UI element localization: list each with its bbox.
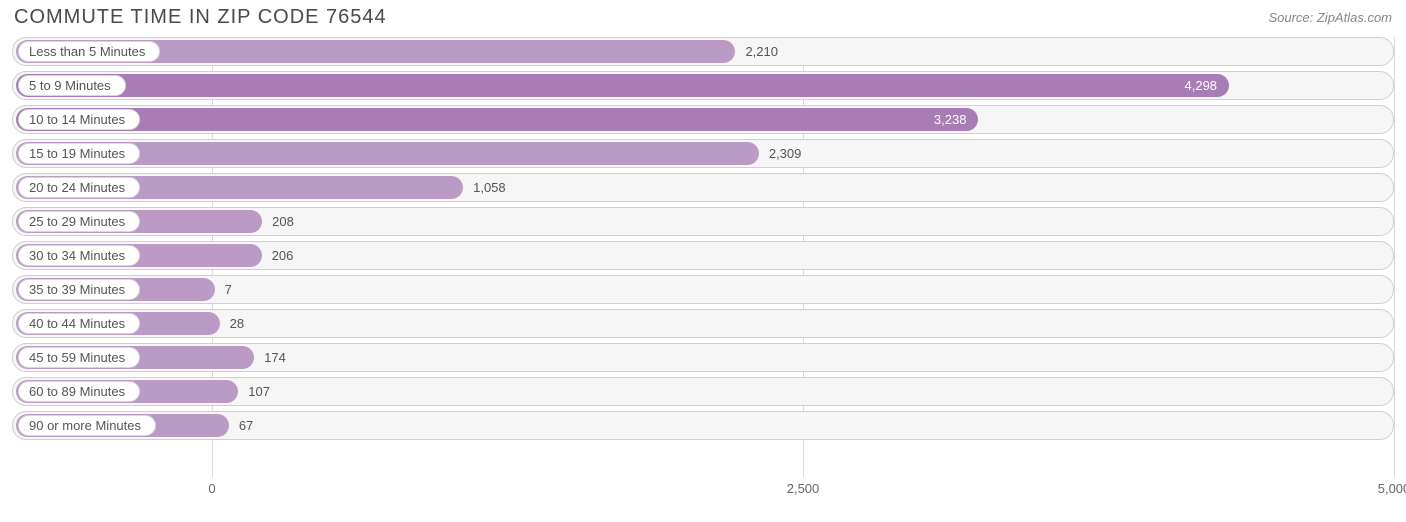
chart-plot-area: Less than 5 Minutes 2,210 5 to 9 Minutes4,… <box>12 37 1394 477</box>
bar-row: Less than 5 Minutes 2,210 <box>12 37 1394 66</box>
category-label: 40 to 44 Minutes <box>18 313 140 334</box>
category-label: 20 to 24 Minutes <box>18 177 140 198</box>
bar-row: 20 to 24 Minutes 1,058 <box>12 173 1394 202</box>
category-label: 25 to 29 Minutes <box>18 211 140 232</box>
value-label: 28 <box>220 310 244 337</box>
chart-title: COMMUTE TIME IN ZIP CODE 76544 <box>14 6 387 29</box>
chart-header: COMMUTE TIME IN ZIP CODE 76544 Source: Z… <box>0 0 1406 31</box>
category-label: Less than 5 Minutes <box>18 41 160 62</box>
bar-row: 40 to 44 Minutes 28 <box>12 309 1394 338</box>
category-label: 45 to 59 Minutes <box>18 347 140 368</box>
value-label: 3,238 <box>13 106 978 133</box>
category-label: 15 to 19 Minutes <box>18 143 140 164</box>
chart-rows: Less than 5 Minutes 2,210 5 to 9 Minutes4,… <box>12 37 1394 440</box>
value-label: 4,298 <box>13 72 1229 99</box>
bar-row: 30 to 34 Minutes 206 <box>12 241 1394 270</box>
value-label: 208 <box>262 208 294 235</box>
value-label: 174 <box>254 344 286 371</box>
bar-row: 5 to 9 Minutes4,298 <box>12 71 1394 100</box>
bar-row: 35 to 39 Minutes 7 <box>12 275 1394 304</box>
value-label: 107 <box>238 378 270 405</box>
bar-row: 45 to 59 Minutes 174 <box>12 343 1394 372</box>
bar-row: 10 to 14 Minutes3,238 <box>12 105 1394 134</box>
category-label: 60 to 89 Minutes <box>18 381 140 402</box>
value-label: 206 <box>262 242 294 269</box>
bar-row: 15 to 19 Minutes 2,309 <box>12 139 1394 168</box>
bar-row: 90 or more Minutes 67 <box>12 411 1394 440</box>
axis-tick-label: 2,500 <box>787 481 820 496</box>
category-label: 90 or more Minutes <box>18 415 156 436</box>
value-label: 2,309 <box>759 140 802 167</box>
value-label: 2,210 <box>735 38 778 65</box>
value-label: 1,058 <box>463 174 506 201</box>
axis-tick-label: 0 <box>208 481 215 496</box>
value-label: 7 <box>215 276 232 303</box>
category-label: 30 to 34 Minutes <box>18 245 140 266</box>
value-label: 67 <box>229 412 253 439</box>
bar-row: 60 to 89 Minutes 107 <box>12 377 1394 406</box>
bar-row: 25 to 29 Minutes 208 <box>12 207 1394 236</box>
gridline <box>1394 37 1395 477</box>
chart-source: Source: ZipAtlas.com <box>1268 10 1392 25</box>
category-label: 35 to 39 Minutes <box>18 279 140 300</box>
x-axis: 02,5005,000 <box>12 481 1394 501</box>
axis-tick-label: 5,000 <box>1378 481 1406 496</box>
